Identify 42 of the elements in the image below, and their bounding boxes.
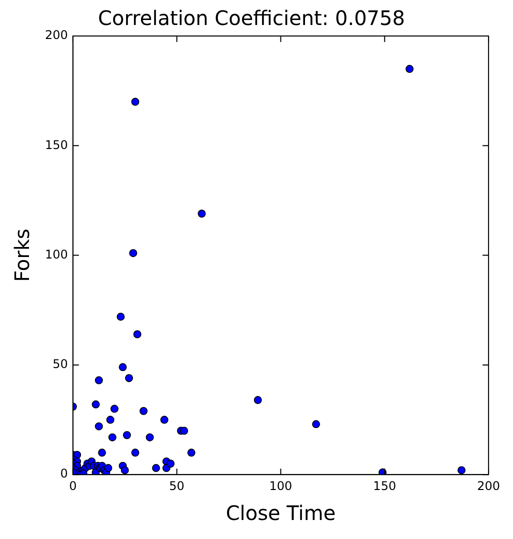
point <box>133 330 142 338</box>
y-tick-label: 50 <box>52 357 68 372</box>
point <box>187 448 196 457</box>
point <box>312 420 320 428</box>
point <box>120 466 129 474</box>
point <box>108 433 116 442</box>
point <box>131 448 140 457</box>
point <box>116 312 125 321</box>
point <box>129 249 138 258</box>
y-axis-title: Forks <box>10 228 34 282</box>
y-tick-label: 150 <box>45 138 68 152</box>
point <box>94 422 103 430</box>
point <box>198 210 206 218</box>
x-tick-label: 50 <box>169 478 184 493</box>
chart-title: Correlation Coefficient: 0.0758 <box>98 6 405 30</box>
point <box>254 396 262 404</box>
point <box>180 426 188 435</box>
point <box>458 466 466 474</box>
y-tick-label: 100 <box>45 247 68 262</box>
point <box>152 464 160 472</box>
point <box>160 416 168 424</box>
point <box>118 363 127 372</box>
point <box>92 400 100 408</box>
point <box>166 460 175 468</box>
x-tick-label: 150 <box>373 478 396 493</box>
point <box>122 431 131 440</box>
point <box>125 374 134 382</box>
point <box>406 64 414 73</box>
y-tick-label: 0 <box>60 466 68 481</box>
point <box>104 464 112 472</box>
y-tick-label: 200 <box>45 28 68 42</box>
point <box>110 404 118 413</box>
point <box>106 416 114 424</box>
x-tick-label: 200 <box>477 478 500 493</box>
point <box>94 376 103 384</box>
x-tick-label: 0 <box>69 478 77 493</box>
point <box>140 407 148 416</box>
point <box>131 98 140 106</box>
point <box>146 433 154 442</box>
x-axis-title: Close Time <box>226 501 336 526</box>
point <box>98 448 106 457</box>
x-tick-label: 100 <box>269 478 292 493</box>
